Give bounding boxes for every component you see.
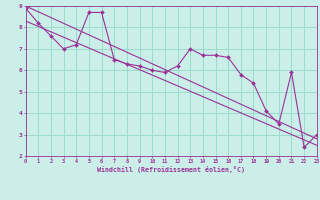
X-axis label: Windchill (Refroidissement éolien,°C): Windchill (Refroidissement éolien,°C) bbox=[97, 166, 245, 173]
